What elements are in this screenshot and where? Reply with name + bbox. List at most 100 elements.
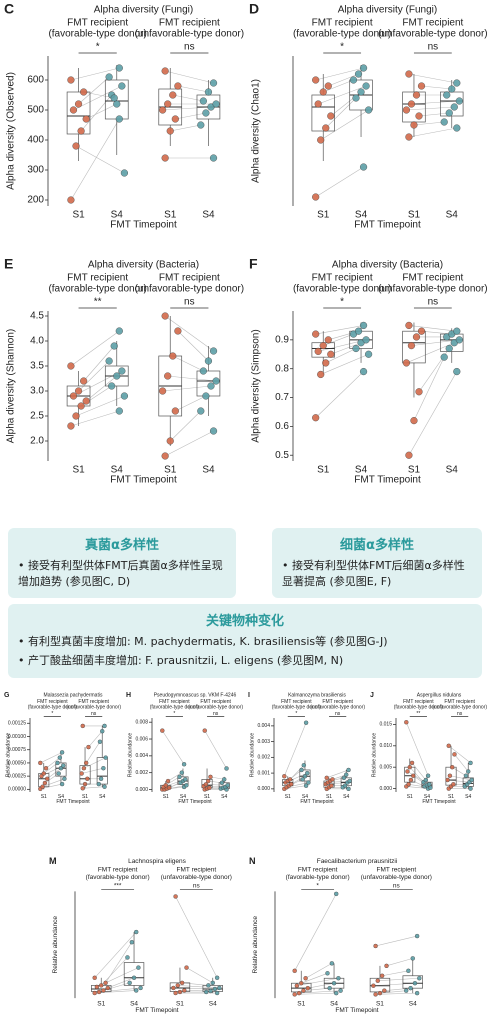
pair-line [449,775,472,781]
pair-line [454,754,469,772]
point [80,723,85,729]
point [352,344,360,353]
pair-line [88,731,103,748]
pair-line [186,967,213,984]
point [338,988,343,993]
pair-line [45,757,60,769]
point [166,437,174,445]
pair-line [172,94,204,102]
point [362,82,370,90]
point [83,760,89,766]
panel-label: M [49,856,57,866]
point [103,755,108,760]
y-tick-label: 300 [27,165,44,176]
group-label: FMT recipient [298,867,338,874]
point [115,327,123,335]
sig-label: ns [457,711,463,717]
point [85,776,90,781]
point [362,336,370,344]
pair-line [452,766,467,777]
chart-title: Alpha diversity (Fungi) [94,5,193,16]
point [294,983,300,988]
point [448,85,456,93]
group-label: (unfavorable-type donor) [361,874,432,881]
group-label: (unfavorable-type donor) [135,29,245,40]
pair-line [177,330,209,362]
group-label: (favorable-type donor) [28,704,78,710]
point [199,367,207,375]
point [207,785,212,790]
group-label: (favorable-type donor) [293,29,391,40]
group-label: FMT recipient [402,273,463,284]
point [365,350,373,358]
point [138,985,143,991]
point [325,971,330,976]
pair-line [406,342,455,364]
point [411,773,416,778]
chart-title: Alpha diversity (Fungi) [338,5,437,16]
point [412,91,421,99]
y-tick-label: 4.0 [30,336,44,347]
point [402,106,411,114]
y-tick-label: 0.001 [257,770,270,776]
point [56,771,61,776]
x-tick-label: S1 [164,465,177,476]
box [55,762,67,777]
point [334,990,339,996]
point [181,762,187,767]
sig-label: ns [393,882,401,889]
point [305,985,310,991]
group-label: FMT recipient [403,699,434,705]
group-label: (favorable-type donor) [286,874,350,881]
point [134,929,139,935]
pair-line [70,330,120,367]
point [115,64,123,72]
group-label: (unfavorable-type donor) [378,29,488,40]
point [159,387,167,395]
point [423,777,429,783]
x-axis-label: FMT Timepoint [335,1007,378,1014]
point [384,963,389,969]
pair-line [78,76,110,105]
point [415,388,423,396]
point [163,783,168,788]
pair-line [165,70,214,84]
point [219,780,225,785]
pair-line [70,67,120,81]
group-label: (unfavorable-type donor) [188,704,243,710]
y-tick-label: 500 [27,105,44,116]
x-tick-label: S1 [448,794,454,800]
pair-line [83,345,115,382]
group-label: (favorable-type donor) [272,704,322,710]
y-tick-label: 0.00000 [8,787,26,793]
group-label: FMT recipient [159,699,190,705]
point [377,990,383,996]
chart-title: Alpha diversity (Bacteria) [332,260,443,271]
pair-line [82,786,105,789]
pair-line [299,990,341,994]
point [357,88,365,96]
point [127,980,132,986]
point [67,76,75,84]
sig-label: * [173,711,175,717]
point [410,121,418,129]
point [67,362,75,370]
pair-line [406,106,455,111]
pair-line [86,103,117,120]
point [113,372,121,380]
point [80,786,85,791]
pair-line [315,166,364,198]
pair-line [75,145,125,174]
note-box: 真菌α多样性 • 接受有利型供体FMT后真菌α多样性呈现增加趋势 (参见图C, … [8,528,236,598]
x-tick-label: S4 [446,210,459,221]
pair-line [81,767,104,774]
point [314,100,322,108]
pair-line [205,784,228,786]
point [300,777,305,782]
point [118,82,126,90]
point [359,321,368,330]
x-tick-label: S1 [41,794,47,800]
pair-line [70,410,120,427]
x-axis-label: FMT Timepoint [110,475,177,486]
point [74,387,83,395]
